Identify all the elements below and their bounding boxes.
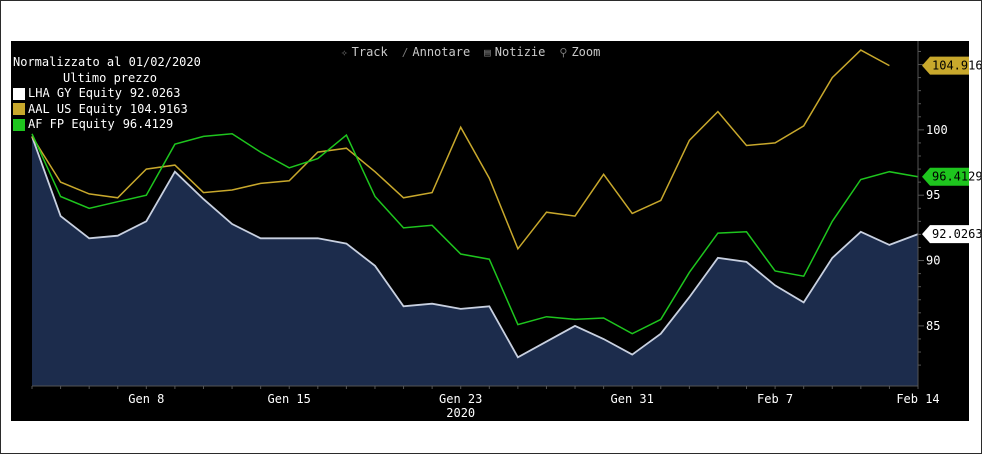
y-tick-label-85: 85 [926, 319, 940, 333]
x-tick-label: Gen 23 [439, 392, 482, 406]
crosshair-icon: ✧ [341, 45, 348, 59]
x-tick-label: Gen 8 [128, 392, 164, 406]
legend-swatch-aal [13, 103, 25, 116]
annotate-button[interactable]: ∕ Annotare [402, 45, 470, 59]
x-tick-label: Feb 7 [757, 392, 793, 406]
legend-entry-aal[interactable]: AAL US Equity 104.9163 [13, 102, 201, 118]
chart-toolbar: ✧ Track ∕ Annotare ▤ Notizie ⚲ Zoom [341, 44, 600, 60]
series-area-lha [32, 136, 918, 386]
value-tag-lha [922, 225, 969, 244]
legend: Normalizzato al 01/02/2020 Ultimo prezzo… [13, 55, 201, 133]
series-line-lha [31, 136, 919, 359]
legend-subtitle: Ultimo prezzo [63, 70, 157, 85]
y-tick-label-100: 100 [926, 123, 948, 137]
y-tick-label-90: 90 [926, 254, 940, 268]
legend-swatch-af [13, 118, 25, 131]
y-tick-label-95: 95 [926, 188, 940, 202]
pencil-icon: ∕ [401, 45, 409, 59]
x-tick-label: Gen 15 [268, 392, 311, 406]
track-label: Track [351, 45, 388, 59]
x-tick-label: Feb 14 [896, 392, 939, 406]
annotate-label: Annotare [412, 45, 471, 59]
legend-name-lha: LHA GY Equity [28, 86, 122, 100]
x-axis-year-label: 2020 [446, 406, 475, 420]
legend-value-lha: 92.0263 [129, 86, 181, 100]
magnifier-icon: ⚲ [559, 45, 568, 59]
news-button[interactable]: ▤ Notizie [484, 45, 545, 59]
value-tag-label-aal: 104.916 [932, 59, 981, 73]
zoom-button[interactable]: ⚲ Zoom [559, 45, 600, 59]
legend-title: Normalizzato al 01/02/2020 [13, 55, 201, 69]
legend-value-af: 96.4129 [122, 117, 174, 131]
series-line-af [31, 133, 919, 335]
value-tag-label-lha: 92.0263 [932, 227, 981, 241]
track-button[interactable]: ✧ Track [341, 45, 388, 59]
value-tag-af [922, 167, 969, 186]
news-icon: ▤ [484, 45, 491, 59]
value-tag-label-af: 96.4129 [932, 170, 981, 184]
x-tick-label: Gen 31 [611, 392, 654, 406]
legend-name-aal: AAL US Equity [28, 101, 122, 116]
legend-entry-af[interactable]: AF FP Equity 96.4129 [13, 117, 201, 133]
legend-name-af: AF FP Equity [28, 117, 115, 131]
legend-entry-lha[interactable]: LHA GY Equity 92.0263 [13, 86, 201, 102]
news-label: Notizie [494, 45, 546, 59]
legend-value-aal: 104.9163 [129, 101, 188, 116]
legend-swatch-lha [13, 87, 25, 100]
zoom-label: Zoom [571, 45, 601, 59]
series-line-aal [31, 49, 890, 251]
value-tag-aal [922, 56, 969, 75]
